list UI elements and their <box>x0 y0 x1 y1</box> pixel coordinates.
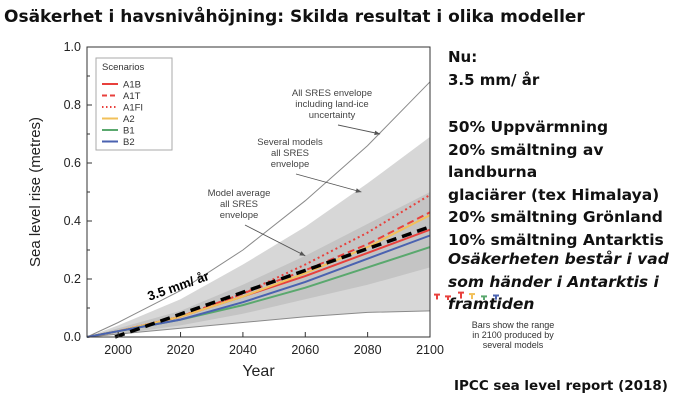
annotation-average-arrow-line <box>244 224 306 257</box>
series-line-b2 <box>86 234 431 338</box>
source-citation: IPCC sea level report (2018) <box>454 378 668 394</box>
annotation-average-text: Model average <box>208 188 271 199</box>
legend-title: Scenarios <box>102 62 144 73</box>
uncertainty-note: Osäkerheten består i vad som händer i An… <box>448 250 669 313</box>
legend-label-a1fi: A1FI <box>123 103 143 114</box>
contribution-item: glaciärer (tex Himalaya) <box>448 185 660 204</box>
y-tick-label: 0.4 <box>64 214 81 228</box>
annotation-landice-arrow-head <box>374 130 381 136</box>
annotation-several-arrow-head <box>355 188 362 193</box>
legend-label-b1: B1 <box>123 126 135 137</box>
annotation-landice-arrow-line <box>337 124 381 135</box>
annotation-several-text: all SRES <box>271 148 309 159</box>
annotation-several-text: envelope <box>271 159 310 170</box>
legend-label-a1t: A1T <box>123 91 141 102</box>
x-tick-label: 2000 <box>104 343 132 357</box>
x-tick-label: 2040 <box>229 343 257 357</box>
x-tick-label: 2080 <box>354 343 382 357</box>
x-tick-label: 2060 <box>291 343 319 357</box>
y-tick-label: 1.0 <box>64 40 81 54</box>
annotation-average-text: all SRES <box>220 199 258 210</box>
y-tick-label: 0.0 <box>64 330 81 344</box>
annotation-several-arrow-line <box>295 173 362 193</box>
contribution-item: 50% Uppvärmning <box>448 118 609 136</box>
landice-upper-line <box>86 81 431 338</box>
annotation-average-text: envelope <box>220 210 259 221</box>
annotation-average-arrow-head <box>299 251 306 256</box>
now-rate: 3.5 mm/ år <box>448 71 540 89</box>
bars-note: Bars show the range in 2100 produced by … <box>471 320 555 350</box>
x-axis-label: Year <box>242 363 275 380</box>
annotation-landice-text: All SRES envelope <box>292 88 372 99</box>
y-tick-label: 0.8 <box>64 98 81 112</box>
contribution-item: 20% smältning Grönland <box>448 208 663 226</box>
y-tick-label: 0.2 <box>64 272 81 286</box>
contribution-item: 10% smältning Antarktis <box>448 230 664 249</box>
contribution-list: 50% Uppvärmning 20% smältning av landbur… <box>448 116 688 251</box>
contribution-item: 20% smältning av landburna <box>448 140 604 182</box>
annotation-landice-text: including land-ice <box>295 99 368 110</box>
page-title: Osäkerhet i havsnivåhöjning: Skilda resu… <box>4 7 585 27</box>
x-tick-label: 2020 <box>167 343 195 357</box>
y-axis-label: Sea level rise (metres) <box>27 117 44 267</box>
y-tick-label: 0.6 <box>64 156 81 170</box>
annotation-several-text: Several models <box>257 137 323 148</box>
now-heading: Nu: <box>448 48 478 66</box>
legend-label-a2: A2 <box>123 114 135 125</box>
x-tick-label: 2100 <box>416 343 444 357</box>
model-average-band <box>87 192 430 337</box>
annotation-landice-text: uncertainty <box>309 110 356 121</box>
legend-label-b2: B2 <box>123 137 135 148</box>
trend-line <box>114 225 431 339</box>
legend-box <box>95 57 173 151</box>
legend-label-a1b: A1B <box>123 80 141 91</box>
